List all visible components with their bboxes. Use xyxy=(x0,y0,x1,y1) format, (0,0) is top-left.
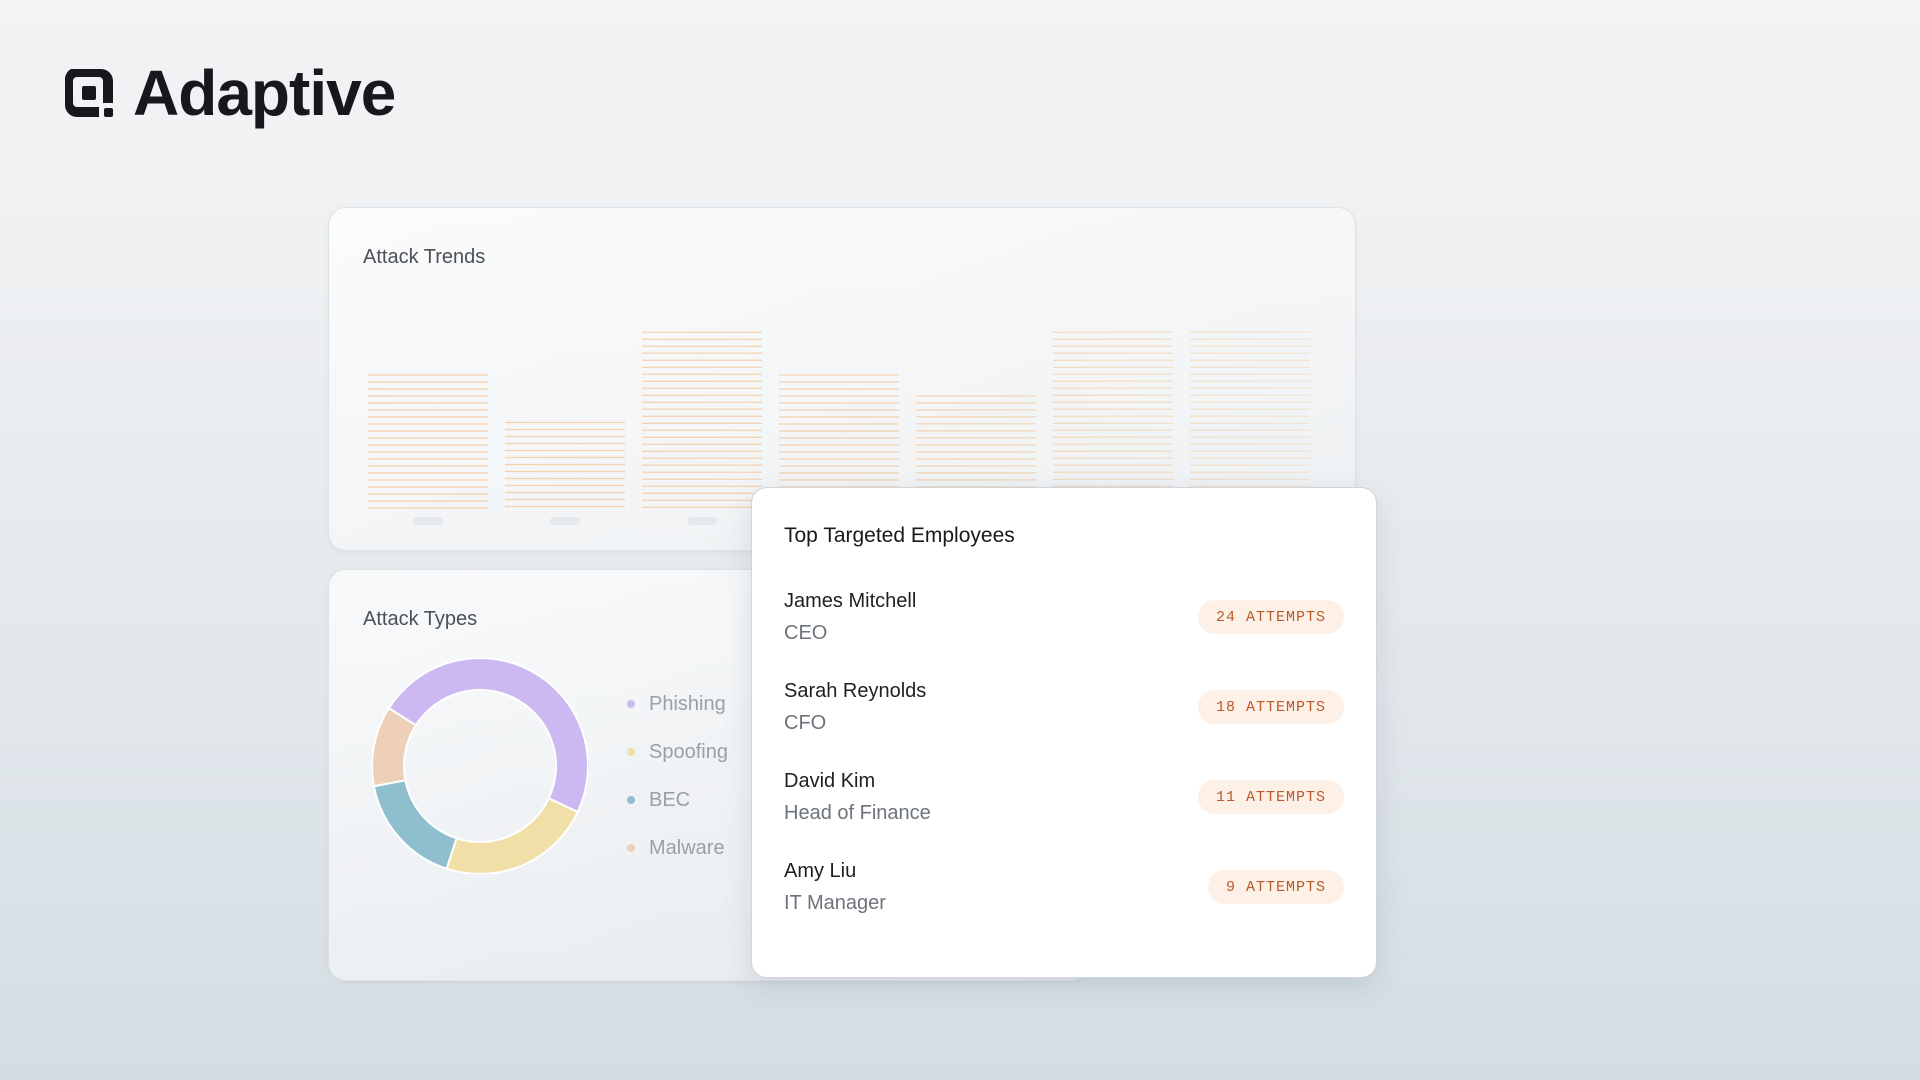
legend-dot xyxy=(627,700,635,708)
brand-logo: Adaptive xyxy=(63,56,396,130)
donut-slice-malware xyxy=(372,706,418,788)
employee-row[interactable]: Amy Liu IT Manager 9 ATTEMPTS xyxy=(784,860,1344,940)
attack-types-donut-chart xyxy=(372,658,588,874)
brand-name: Adaptive xyxy=(133,57,396,129)
donut-slice-phishing xyxy=(387,658,588,814)
legend-label: Phishing xyxy=(649,692,726,715)
trend-axis-tick-placeholder xyxy=(413,517,443,525)
legend-item: Phishing xyxy=(627,680,728,728)
legend-dot xyxy=(627,844,635,852)
employee-row[interactable]: Sarah Reynolds CFO 18 ATTEMPTS xyxy=(784,680,1344,760)
attack-trends-title: Attack Trends xyxy=(363,246,486,268)
employee-name: David Kim xyxy=(784,770,876,792)
legend-label: Spoofing xyxy=(649,740,728,763)
employee-role: CEO xyxy=(784,622,828,644)
legend-dot xyxy=(627,796,635,804)
trend-bar xyxy=(505,421,625,508)
attempts-badge: 11 ATTEMPTS xyxy=(1197,780,1344,814)
trend-bar xyxy=(368,374,488,509)
employee-name: Amy Liu xyxy=(784,860,857,882)
donut-slice-spoofing xyxy=(445,797,580,874)
adaptive-logo-icon xyxy=(64,69,113,117)
employee-name: Sarah Reynolds xyxy=(784,680,927,702)
employee-row[interactable]: David Kim Head of Finance 11 ATTEMPTS xyxy=(784,770,1344,850)
attempts-badge: 24 ATTEMPTS xyxy=(1197,600,1344,634)
employee-row[interactable]: James Mitchell CEO 24 ATTEMPTS xyxy=(784,590,1344,670)
attack-types-legend: Phishing Spoofing BEC Malware xyxy=(627,680,728,872)
employee-role: Head of Finance xyxy=(784,802,931,824)
top-targeted-title: Top Targeted Employees xyxy=(784,524,1015,547)
legend-item: BEC xyxy=(627,776,728,824)
trend-axis-tick-placeholder xyxy=(687,517,717,525)
legend-label: Malware xyxy=(649,836,725,859)
attack-types-title: Attack Types xyxy=(363,608,478,630)
legend-item: Spoofing xyxy=(627,728,728,776)
employee-role: IT Manager xyxy=(784,892,886,914)
trend-bar xyxy=(642,331,762,508)
employee-name: James Mitchell xyxy=(784,590,917,612)
attempts-badge: 18 ATTEMPTS xyxy=(1197,690,1344,724)
trend-bar xyxy=(1190,331,1310,508)
legend-item: Malware xyxy=(627,824,728,872)
employee-role: CFO xyxy=(784,712,827,734)
attack-trends-chart xyxy=(368,331,1310,525)
top-targeted-employees-panel: Top Targeted Employees James Mitchell CEO… xyxy=(751,487,1377,978)
legend-dot xyxy=(627,748,635,756)
trend-axis-tick-placeholder xyxy=(550,517,580,525)
attempts-badge: 9 ATTEMPTS xyxy=(1207,870,1344,904)
legend-label: BEC xyxy=(649,788,691,811)
donut-slice-bec xyxy=(372,779,458,870)
trend-bar xyxy=(1053,331,1173,508)
